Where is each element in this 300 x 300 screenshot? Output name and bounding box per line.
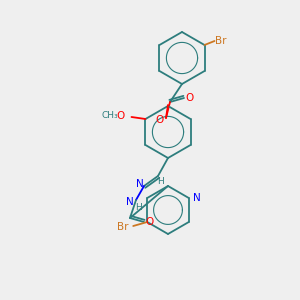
Text: Br: Br [215, 36, 226, 46]
Text: N: N [126, 197, 134, 207]
Text: O: O [116, 111, 124, 121]
Text: O: O [146, 217, 154, 227]
Text: H: H [158, 178, 164, 187]
Text: H: H [135, 203, 141, 212]
Text: CH₃: CH₃ [101, 112, 118, 121]
Text: O: O [186, 93, 194, 103]
Text: Br: Br [118, 222, 129, 232]
Text: N: N [136, 179, 144, 189]
Text: N: N [193, 193, 201, 203]
Text: O: O [156, 115, 164, 125]
